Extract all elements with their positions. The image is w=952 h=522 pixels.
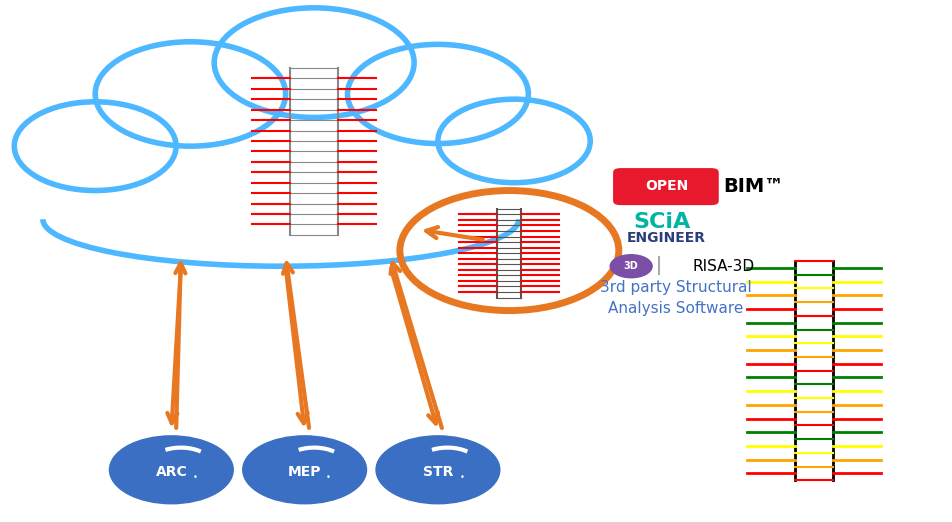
Circle shape (109, 436, 233, 504)
Text: STR: STR (423, 466, 453, 479)
Circle shape (438, 99, 590, 183)
Text: 3rd party Structural
Analysis Software: 3rd party Structural Analysis Software (600, 280, 752, 315)
Text: BIM™: BIM™ (724, 177, 784, 196)
Text: •: • (192, 473, 198, 482)
Text: 3D: 3D (624, 261, 639, 271)
FancyBboxPatch shape (57, 104, 552, 209)
Text: RISA-3D: RISA-3D (692, 259, 755, 274)
Circle shape (610, 255, 652, 278)
FancyBboxPatch shape (613, 168, 719, 205)
Text: ARC: ARC (155, 466, 188, 479)
Text: •: • (459, 473, 465, 482)
Circle shape (214, 8, 414, 117)
Circle shape (95, 42, 286, 146)
Text: OPEN: OPEN (645, 180, 688, 193)
Circle shape (243, 436, 367, 504)
Text: •: • (326, 473, 331, 482)
Circle shape (347, 44, 528, 144)
Circle shape (14, 102, 176, 191)
Text: MEP: MEP (288, 466, 322, 479)
Text: ENGINEER: ENGINEER (627, 231, 705, 244)
Text: SCiA: SCiA (633, 212, 690, 232)
FancyBboxPatch shape (48, 99, 562, 245)
Circle shape (376, 436, 500, 504)
